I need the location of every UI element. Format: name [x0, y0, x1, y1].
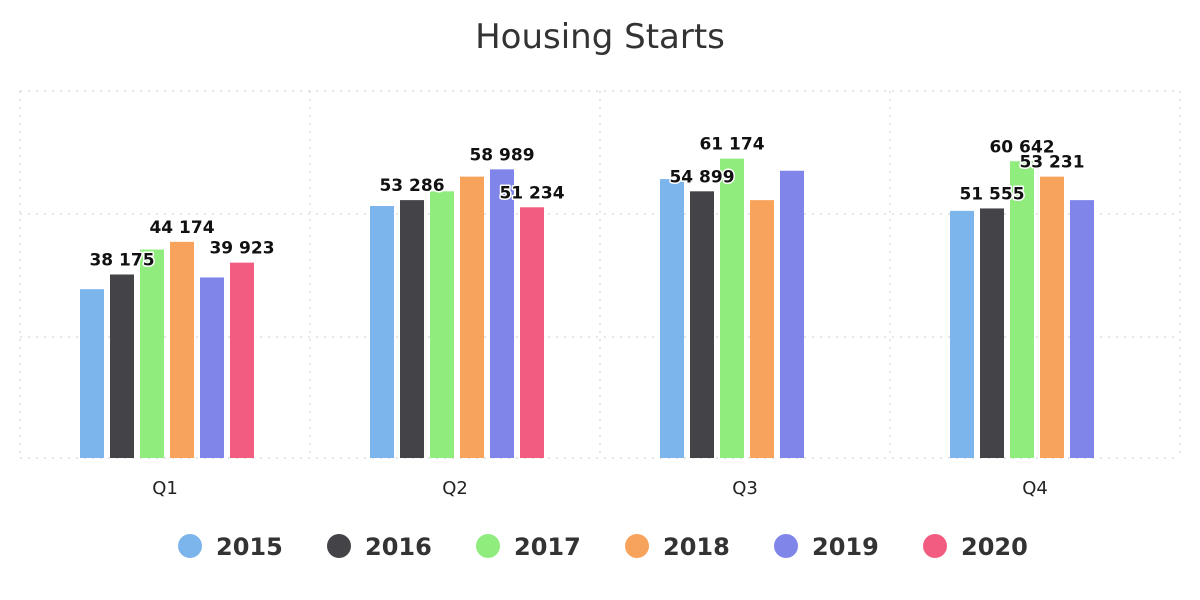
bar-q1-2017[interactable] — [140, 249, 164, 458]
bar-q4-2018[interactable] — [1040, 176, 1064, 458]
legend-label: 2015 — [216, 533, 283, 561]
category-axis: Q1 Q2 Q3 Q4 — [152, 478, 1048, 499]
bar-q1-2015[interactable] — [80, 289, 104, 458]
bar-q3-2019[interactable] — [780, 170, 804, 458]
data-label: 54 899 — [669, 167, 734, 187]
bar-q4-2015[interactable] — [950, 210, 974, 458]
bar-q2-2016[interactable] — [400, 200, 424, 458]
bar-q3-2017[interactable] — [720, 158, 744, 459]
bar-q2-2019[interactable] — [490, 169, 514, 458]
bar-q2-2020[interactable] — [520, 207, 544, 458]
bar-q2-2018[interactable] — [460, 176, 484, 458]
bar-q1-2019[interactable] — [200, 277, 224, 458]
data-label: 39 923 — [209, 239, 274, 259]
chart-title: Housing Starts — [475, 17, 725, 57]
bar-q4-2017[interactable] — [1010, 161, 1034, 458]
data-label: 51 555 — [959, 184, 1024, 204]
data-label: 58 989 — [469, 145, 534, 165]
bar-q2-2017[interactable] — [430, 191, 454, 458]
legend-swatch — [774, 534, 798, 558]
legend-item-2016[interactable]: 2016 — [327, 533, 432, 561]
legend[interactable]: 2015 2016 2017 2018 2019 2020 — [178, 533, 1028, 561]
legend-swatch — [178, 534, 202, 558]
legend-item-2018[interactable]: 2018 — [625, 533, 730, 561]
data-label: 53 231 — [1019, 153, 1084, 173]
legend-item-2017[interactable]: 2017 — [476, 533, 581, 561]
bars — [80, 158, 1094, 459]
bar-q1-2018[interactable] — [170, 241, 194, 458]
legend-item-2015[interactable]: 2015 — [178, 533, 283, 561]
data-label: 38 175 — [89, 251, 154, 271]
bar-q4-2019[interactable] — [1070, 200, 1094, 458]
bar-q1-2016[interactable] — [110, 274, 134, 459]
bar-q3-2015[interactable] — [660, 179, 684, 458]
legend-label: 2017 — [514, 533, 581, 561]
category-label-q4: Q4 — [1022, 478, 1048, 499]
bar-q2-2015[interactable] — [370, 205, 394, 458]
legend-item-2019[interactable]: 2019 — [774, 533, 879, 561]
legend-item-2020[interactable]: 2020 — [923, 533, 1028, 561]
legend-swatch — [625, 534, 649, 558]
legend-swatch — [923, 534, 947, 558]
category-label-q2: Q2 — [442, 478, 468, 499]
data-label: 60 642 — [989, 137, 1054, 157]
bar-q1-2020[interactable] — [230, 262, 254, 458]
category-label-q3: Q3 — [732, 478, 758, 499]
legend-label: 2020 — [961, 533, 1028, 561]
legend-swatch — [476, 534, 500, 558]
bar-q4-2016[interactable] — [980, 208, 1004, 458]
legend-label: 2018 — [663, 533, 730, 561]
data-label: 61 174 — [699, 135, 764, 155]
bar-q3-2016[interactable] — [690, 191, 714, 458]
bar-q3-2018[interactable] — [750, 200, 774, 458]
data-label: 51 234 — [499, 183, 564, 203]
legend-swatch — [327, 534, 351, 558]
category-label-q1: Q1 — [152, 478, 178, 499]
data-label: 44 174 — [149, 218, 214, 238]
legend-label: 2016 — [365, 533, 432, 561]
legend-label: 2019 — [812, 533, 879, 561]
data-label: 53 286 — [379, 176, 444, 196]
